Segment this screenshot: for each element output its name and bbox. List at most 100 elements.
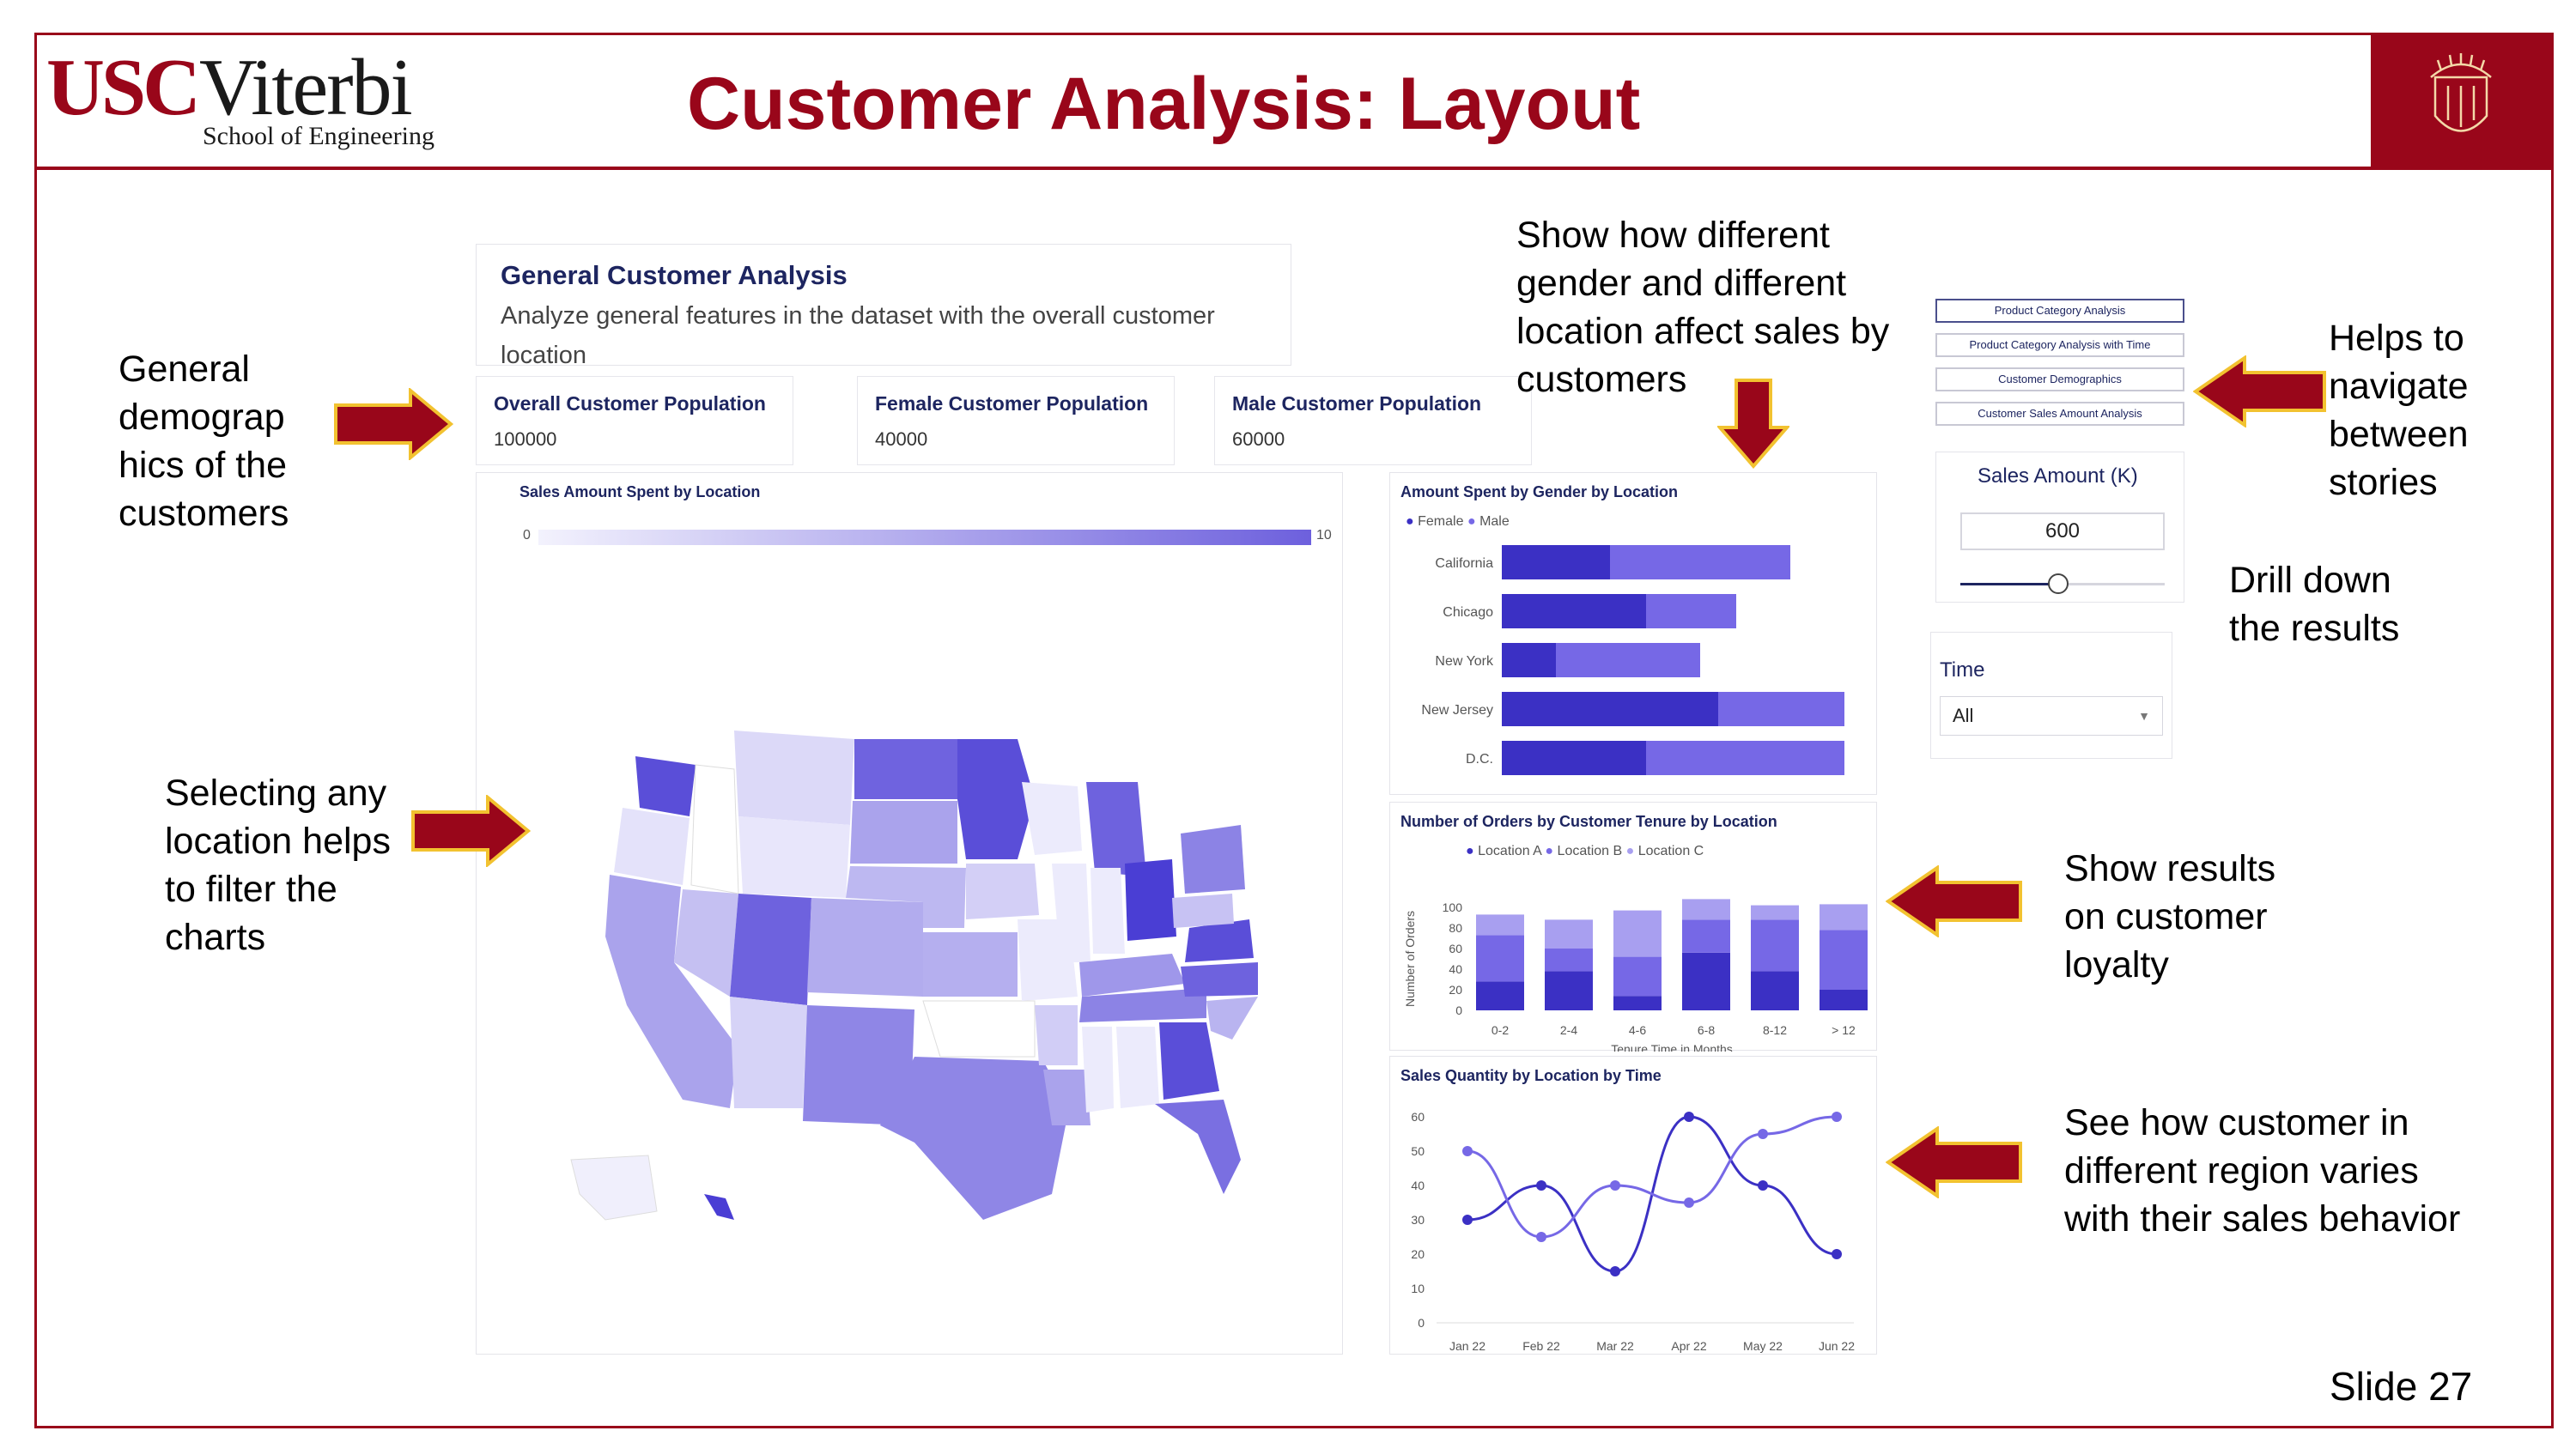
state-virginia xyxy=(1185,919,1254,962)
time-select[interactable]: All ▼ xyxy=(1940,696,2163,736)
tenure-bar-segment xyxy=(1476,935,1524,982)
annotation-drill-down: Drill down the results xyxy=(2229,560,2400,649)
gender-bar-male xyxy=(1556,643,1700,677)
state-montana xyxy=(734,731,854,825)
tenure-bar-chart[interactable]: 0 20 40 60 80 100 Number of Orders 0-2 2-4 4-6 6-8… xyxy=(1390,863,1878,1052)
line-point xyxy=(1758,1180,1768,1191)
line-point xyxy=(1536,1232,1546,1242)
gender-bar-male xyxy=(1610,545,1790,579)
logo-school: School of Engineering xyxy=(203,122,434,150)
gender-chart-title: Amount Spent by Gender by Location xyxy=(1400,483,1679,500)
state-minnesota xyxy=(957,739,1035,859)
arrow-left-icon xyxy=(2193,355,2326,427)
tenure-bar-segment xyxy=(1820,930,1868,990)
line-point xyxy=(1758,1129,1768,1139)
state-kansas xyxy=(923,932,1018,997)
state-ohio xyxy=(1125,859,1176,941)
chevron-down-icon: ▼ xyxy=(2138,709,2150,723)
kpi-male-population: Male Customer Population 60000 xyxy=(1214,376,1532,465)
map-title: Sales Amount Spent by Location xyxy=(519,483,761,500)
tenure-y-tick: 80 xyxy=(1449,921,1462,935)
usc-seal xyxy=(2371,34,2551,168)
tenure-bar-segment xyxy=(1682,952,1730,1010)
story-nav-product-category[interactable]: Product Category Analysis xyxy=(1935,299,2184,323)
state-nebraska xyxy=(846,866,966,928)
annotation-navigate: Helps to navigate between stories xyxy=(2329,318,2469,503)
kpi-overall-population: Overall Customer Population 100000 xyxy=(476,376,793,465)
legend-male: Male xyxy=(1479,514,1510,529)
tenure-bar-segment xyxy=(1545,919,1593,949)
state-michigan xyxy=(1086,782,1146,876)
tenure-bar-segment xyxy=(1682,899,1730,920)
tenure-x-tick: 6-8 xyxy=(1698,1023,1715,1037)
line-y-tick: 0 xyxy=(1418,1316,1425,1330)
state-north-dakota xyxy=(854,739,957,799)
tenure-bar-segment xyxy=(1751,919,1799,972)
kpi-value: 60000 xyxy=(1232,428,1285,450)
gender-bar-female xyxy=(1502,643,1556,677)
state-alabama xyxy=(1116,1027,1159,1108)
kpi-value: 100000 xyxy=(494,428,557,450)
state-texas xyxy=(880,1057,1069,1220)
legend-location-c: Location C xyxy=(1637,844,1704,858)
tenure-bar-segment xyxy=(1820,904,1868,931)
arrow-left-icon xyxy=(1886,865,2022,937)
map-scale-max: 10 xyxy=(1316,528,1332,543)
story-nav-product-category-time[interactable]: Product Category Analysis with Time xyxy=(1935,333,2184,357)
tenure-panel: Number of Orders by Customer Tenure by L… xyxy=(1389,802,1878,1052)
tenure-chart-title: Number of Orders by Customer Tenure by L… xyxy=(1400,813,1777,830)
sales-amount-filter: Sales Amount (K) 600 xyxy=(1935,452,2184,603)
line-y-tick: 30 xyxy=(1411,1213,1425,1227)
annotation-demographics: General demograp hics of the customers xyxy=(118,349,289,534)
story-nav-customer-sales[interactable]: Customer Sales Amount Analysis xyxy=(1935,402,2184,426)
state-indiana xyxy=(1091,868,1125,954)
annotation-gender-location: Show how different gender and different … xyxy=(1516,215,1890,400)
state-hawaii xyxy=(704,1194,734,1220)
tenure-bar-segment xyxy=(1682,919,1730,953)
gender-category-label: California xyxy=(1435,556,1493,571)
legend-location-a: Location A xyxy=(1478,844,1541,858)
line-y-tick: 40 xyxy=(1411,1179,1425,1192)
tenure-bar-segment xyxy=(1545,949,1593,972)
gender-legend: ● Female ● Male xyxy=(1406,514,1510,529)
line-x-tick: Feb 22 xyxy=(1522,1339,1560,1353)
sales-slider-track[interactable] xyxy=(1960,573,2165,594)
state-louisiana xyxy=(1043,1070,1091,1125)
time-label: Time xyxy=(1940,658,1985,682)
state-florida xyxy=(1155,1100,1241,1194)
line-point xyxy=(1684,1197,1694,1208)
tenure-bar-segment xyxy=(1476,914,1524,936)
legend-female: Female xyxy=(1418,514,1464,529)
slide-frame xyxy=(34,33,2554,1428)
line-point xyxy=(1610,1180,1620,1191)
state-arkansas xyxy=(1035,1005,1078,1065)
sales-line-chart[interactable]: 0 10 20 30 40 50 60 Jan 22 Feb 22 Mar 22 Apr 22 May… xyxy=(1390,1091,1878,1355)
state-utah xyxy=(730,894,811,1005)
state-pennsylvania xyxy=(1172,894,1234,928)
gender-bar-male xyxy=(1718,692,1844,726)
state-oregon xyxy=(614,808,690,885)
annotation-region-varies: See how customer in different region var… xyxy=(2064,1102,2461,1240)
sales-amount-input[interactable]: 600 xyxy=(1960,512,2165,550)
line-y-tick: 10 xyxy=(1411,1282,1425,1295)
state-idaho xyxy=(690,764,739,894)
line-y-tick: 60 xyxy=(1411,1110,1425,1124)
line-point xyxy=(1462,1215,1473,1225)
line-y-tick: 50 xyxy=(1411,1144,1425,1158)
state-mississippi xyxy=(1082,1027,1114,1113)
tenure-x-tick: 8-12 xyxy=(1763,1023,1787,1037)
line-point xyxy=(1832,1112,1842,1122)
usc-viterbi-logo: USC Viterbi School of Engineering xyxy=(46,41,450,161)
tenure-bar-segment xyxy=(1751,971,1799,1010)
gender-bar-chart[interactable]: California Chicago New York New Jersey D.C. xyxy=(1390,533,1878,796)
sales-slider-handle[interactable] xyxy=(2048,573,2069,594)
tenure-bar-segment xyxy=(1476,981,1524,1010)
tenure-y-tick: 40 xyxy=(1449,962,1462,976)
line-x-tick: Jan 22 xyxy=(1449,1339,1485,1353)
state-washington xyxy=(635,756,696,816)
story-nav-customer-demographics[interactable]: Customer Demographics xyxy=(1935,367,2184,391)
us-choropleth-map[interactable] xyxy=(554,679,1258,1228)
seal-icon xyxy=(2430,53,2492,132)
state-north-carolina xyxy=(1181,962,1258,997)
tenure-bar-segment xyxy=(1545,971,1593,1010)
